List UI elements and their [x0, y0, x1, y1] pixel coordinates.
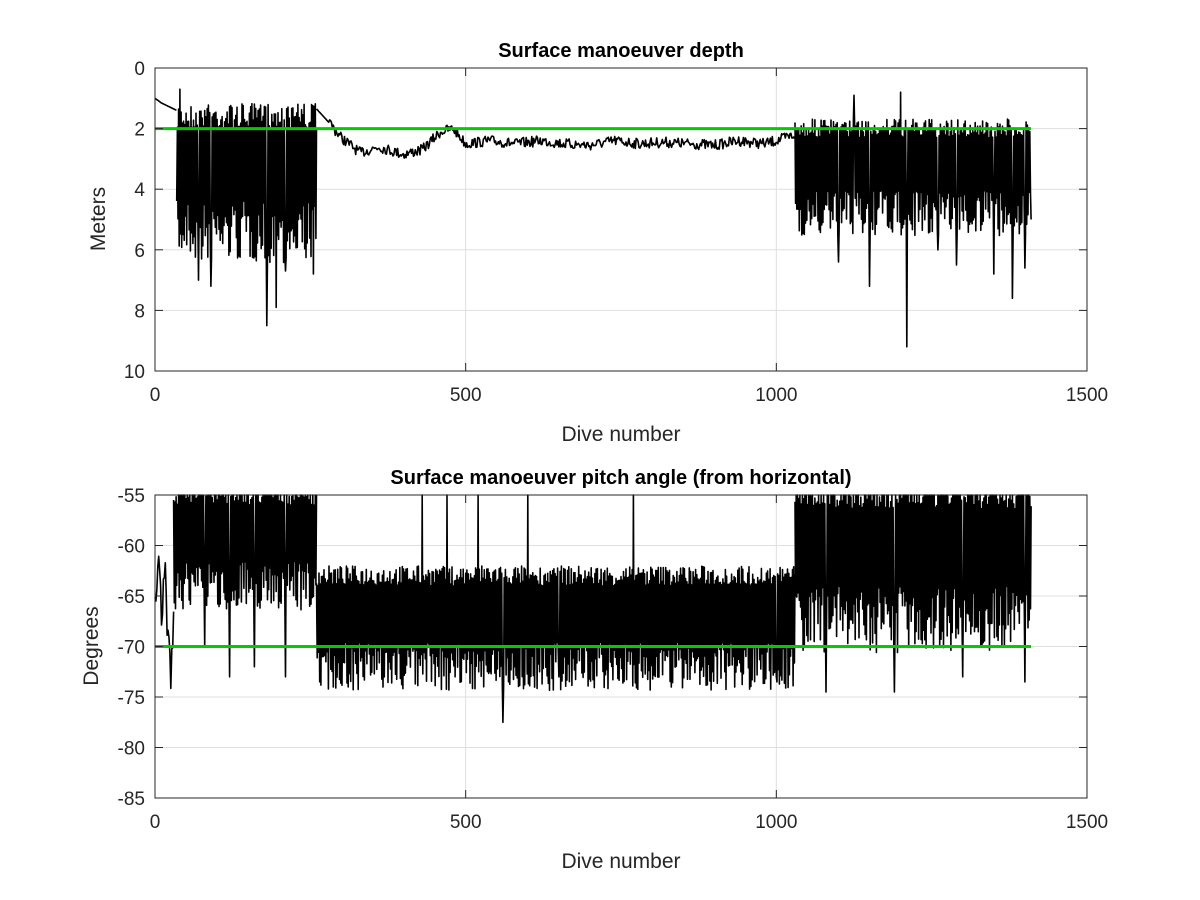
depth-chart-title: Surface manoeuver depth	[498, 40, 744, 62]
pitch-y-tick-label: -75	[118, 688, 145, 709]
depth-x-tick-label: 1500	[1066, 385, 1108, 406]
depth-ticks: 0 500 1000 1500 0 2 4 6 8 10	[124, 59, 1108, 406]
depth-axes-box	[154, 67, 1088, 372]
depth-x-axis-label: Dive number	[561, 423, 680, 446]
pitch-y-axis-label: Degrees	[80, 606, 103, 685]
depth-series-segment-3	[794, 91, 1032, 348]
pitch-y-tick-label: -65	[118, 587, 145, 608]
pitch-series-segment-1	[172, 494, 318, 678]
depth-x-tick-label: 500	[450, 385, 482, 406]
pitch-chart-title: Surface manoeuver pitch angle (from hori…	[390, 467, 851, 489]
depth-y-axis-label: Meters	[87, 187, 110, 251]
pitch-series-segment-2	[315, 494, 796, 724]
depth-x-tick-label: 1000	[755, 385, 797, 406]
pitch-x-axis-label: Dive number	[561, 850, 680, 873]
pitch-y-tick-label: -55	[118, 486, 145, 507]
depth-series-segment-1	[175, 88, 318, 327]
pitch-x-tick-label: 1000	[755, 812, 797, 833]
depth-y-tick-label: 0	[134, 59, 145, 80]
pitch-chart: 0 500 1000 1500 -85 -80 -75 -70 -65 -60 -55 Surfac…	[80, 467, 1108, 873]
pitch-data-series	[154, 494, 1032, 724]
pitch-series-segment-0	[154, 555, 175, 690]
pitch-ticks: 0 500 1000 1500 -85 -80 -75 -70 -65 -60 -55	[118, 486, 1109, 833]
depth-y-tick-label: 6	[134, 241, 145, 262]
pitch-series-segment-3	[794, 494, 1032, 693]
depth-y-tick-label: 8	[134, 301, 145, 322]
pitch-y-tick-label: -85	[118, 789, 145, 810]
pitch-y-tick-label: -60	[118, 537, 145, 558]
depth-y-tick-label: 4	[134, 180, 145, 201]
depth-y-tick-label: 2	[134, 120, 145, 141]
depth-series-segment-2	[315, 108, 796, 159]
depth-data-series	[154, 88, 1032, 348]
pitch-x-tick-label: 500	[450, 812, 482, 833]
pitch-y-tick-label: -70	[118, 638, 145, 659]
pitch-x-tick-label: 1500	[1066, 812, 1108, 833]
depth-x-tick-label: 0	[150, 385, 161, 406]
pitch-y-tick-label: -80	[118, 739, 145, 760]
depth-series-segment-0	[154, 97, 177, 111]
depth-chart: 0 500 1000 1500 0 2 4 6 8 10 Surface manoeuver de…	[87, 40, 1108, 446]
depth-y-tick-label: 10	[124, 362, 145, 383]
pitch-x-tick-label: 0	[150, 812, 161, 833]
